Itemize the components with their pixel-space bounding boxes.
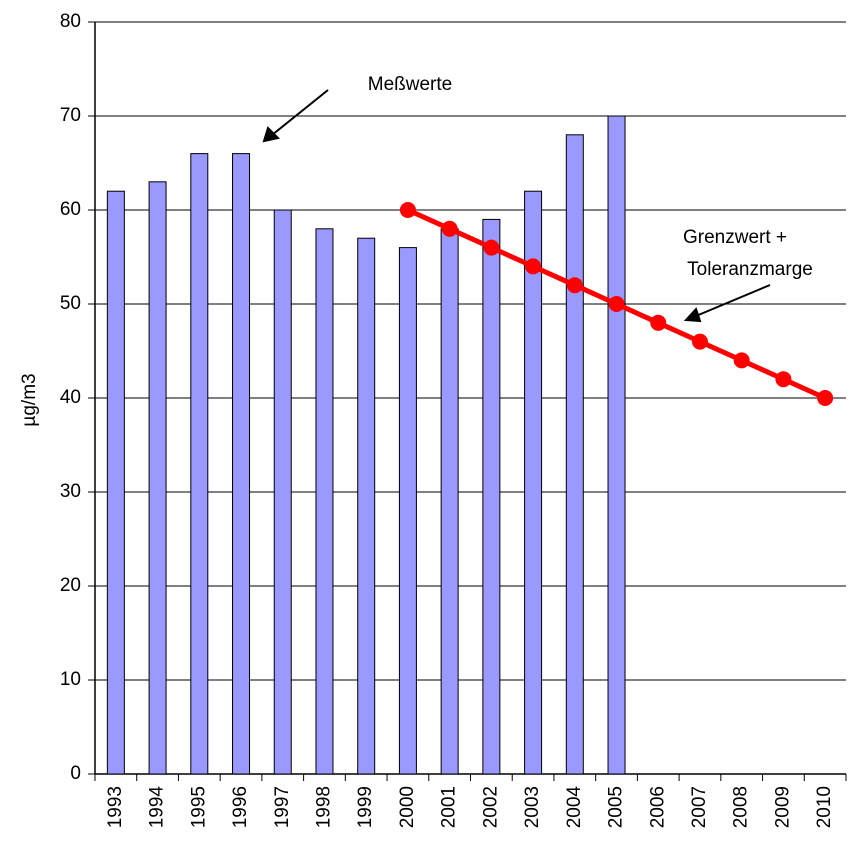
y-tick-label: 20	[60, 575, 81, 596]
x-tick-label: 2000	[397, 786, 418, 828]
x-tick-label: 2008	[731, 786, 752, 828]
bar	[565, 134, 584, 775]
x-tick-label: 2007	[689, 786, 710, 828]
y-tick-label: 50	[60, 293, 81, 314]
bar	[357, 237, 376, 775]
x-tick-label: 1994	[147, 786, 168, 829]
annotation: Meßwerte	[368, 74, 452, 95]
x-tick-label: 1995	[188, 786, 209, 828]
arrow-head	[683, 307, 702, 323]
marker	[817, 390, 834, 406]
marker	[650, 314, 667, 331]
arrow-head	[262, 126, 281, 143]
y-tick-label: 0	[70, 763, 81, 784]
marker	[608, 296, 625, 312]
x-tick-label: 1998	[313, 786, 334, 828]
marker	[441, 220, 458, 237]
marker	[775, 371, 792, 388]
x-tick-label: 2005	[606, 786, 627, 828]
marker	[399, 202, 416, 218]
x-tick-label: 2003	[522, 786, 543, 828]
y-tick-label: 30	[60, 481, 81, 502]
bar	[315, 228, 334, 775]
y-tick-label: 70	[60, 105, 81, 126]
bar	[398, 247, 417, 775]
bar	[607, 115, 626, 775]
x-tick-label: 2001	[439, 786, 460, 828]
arrows	[262, 89, 771, 323]
x-tick-label: 2006	[647, 786, 668, 828]
bar	[232, 153, 251, 775]
y-tick-label: 60	[60, 199, 81, 220]
annotation: Toleranzmarge	[687, 259, 813, 280]
y-axis-label: µg/m3	[19, 373, 40, 426]
marker	[691, 333, 708, 350]
x-tick-label: 1997	[272, 786, 293, 828]
bar	[524, 190, 543, 775]
bar	[106, 190, 125, 775]
y-tick-label: 80	[60, 11, 81, 32]
x-tick-label: 1999	[355, 786, 376, 828]
marker	[525, 258, 542, 275]
marker	[566, 277, 583, 294]
bar	[273, 209, 292, 775]
bar	[148, 181, 167, 775]
marker	[483, 239, 500, 256]
annotation: Grenzwert +	[683, 227, 787, 248]
x-tick-label: 1996	[230, 786, 251, 828]
y-tick-label: 40	[60, 387, 81, 408]
x-tick-label: 2010	[814, 786, 835, 828]
x-tick-label: 2009	[772, 786, 793, 828]
bar	[440, 228, 459, 775]
x-tick-label: 1993	[105, 786, 126, 828]
arrow	[695, 284, 771, 317]
x-tick-label: 2004	[564, 786, 585, 829]
bar	[482, 218, 501, 775]
y-tick-label: 10	[60, 669, 81, 690]
bar	[190, 153, 209, 775]
marker	[733, 352, 750, 369]
arrow	[271, 89, 329, 136]
x-tick-label: 2002	[480, 786, 501, 828]
